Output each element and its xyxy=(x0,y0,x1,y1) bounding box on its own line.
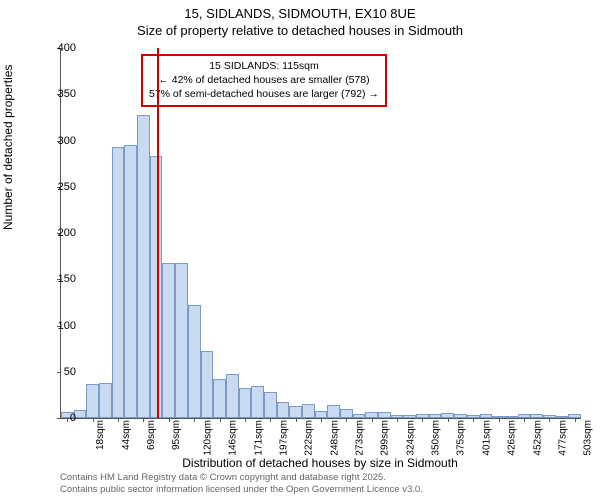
xtick-mark xyxy=(67,418,68,422)
footnote-line1: Contains HM Land Registry data © Crown c… xyxy=(60,472,386,483)
ytick-label: 400 xyxy=(58,42,76,54)
x-axis-label: Distribution of detached houses by size … xyxy=(60,456,580,470)
xtick-mark xyxy=(270,418,271,422)
xtick-label: 299sqm xyxy=(380,420,391,456)
xtick-label: 452sqm xyxy=(532,420,543,456)
xtick-mark xyxy=(220,418,221,422)
chart-title-line2: Size of property relative to detached ho… xyxy=(0,23,600,38)
xtick-label: 350sqm xyxy=(431,420,442,456)
xtick-mark xyxy=(169,418,170,422)
footnote-line2: Contains public sector information licen… xyxy=(60,484,423,495)
xtick-mark xyxy=(575,418,576,422)
histogram-bar xyxy=(201,351,214,418)
histogram-bar xyxy=(556,416,569,418)
ytick-label: 300 xyxy=(58,135,76,147)
xtick-mark xyxy=(296,418,297,422)
histogram-bar xyxy=(99,383,112,418)
histogram-bar xyxy=(353,414,366,418)
xtick-label: 375sqm xyxy=(456,420,467,456)
xtick-mark xyxy=(245,418,246,422)
histogram-bar xyxy=(86,384,99,418)
xtick-label: 18sqm xyxy=(95,420,106,450)
histogram-bar xyxy=(162,263,175,418)
chart-title-line1: 15, SIDLANDS, SIDMOUTH, EX10 8UE xyxy=(0,0,600,23)
histogram-bar xyxy=(429,414,442,418)
xtick-label: 197sqm xyxy=(278,420,289,456)
ytick-label: 100 xyxy=(58,320,76,332)
xtick-label: 171sqm xyxy=(253,420,264,456)
xtick-mark xyxy=(473,418,474,422)
xtick-mark xyxy=(524,418,525,422)
histogram-bar xyxy=(289,406,302,418)
histogram-bar xyxy=(264,392,277,418)
xtick-mark xyxy=(346,418,347,422)
callout-line3: 57% of semi-detached houses are larger (… xyxy=(149,88,379,100)
histogram-bar xyxy=(378,412,391,418)
ytick-label: 350 xyxy=(58,88,76,100)
histogram-bar xyxy=(302,404,315,418)
histogram-bar xyxy=(327,405,340,418)
ytick-label: 150 xyxy=(58,273,76,285)
xtick-mark xyxy=(397,418,398,422)
histogram-bar xyxy=(137,115,150,418)
xtick-label: 401sqm xyxy=(481,420,492,456)
footnote: Contains HM Land Registry data © Crown c… xyxy=(60,472,423,496)
xtick-label: 273sqm xyxy=(355,420,366,456)
xtick-label: 44sqm xyxy=(121,420,132,450)
xtick-label: 324sqm xyxy=(405,420,416,456)
histogram-bar xyxy=(226,374,239,418)
xtick-label: 69sqm xyxy=(146,420,157,450)
xtick-label: 146sqm xyxy=(228,420,239,456)
ytick-label: 200 xyxy=(58,227,76,239)
xtick-mark xyxy=(93,418,94,422)
histogram-bar xyxy=(480,414,493,418)
histogram-bar xyxy=(188,305,201,418)
xtick-mark xyxy=(143,418,144,422)
ytick-mark xyxy=(57,372,61,373)
histogram-bar xyxy=(277,402,290,418)
callout-line2: ← 42% of detached houses are smaller (57… xyxy=(158,74,369,86)
ytick-label: 250 xyxy=(58,181,76,193)
xtick-mark xyxy=(549,418,550,422)
histogram-bar xyxy=(454,414,467,418)
histogram-bar xyxy=(150,156,163,418)
xtick-label: 503sqm xyxy=(583,420,594,456)
marker-line xyxy=(157,48,159,418)
y-axis-label: Number of detached properties xyxy=(1,65,15,230)
callout-box: 15 SIDLANDS: 115sqm ← 42% of detached ho… xyxy=(141,54,387,107)
xtick-mark xyxy=(372,418,373,422)
histogram-bar xyxy=(403,415,416,418)
histogram-bar xyxy=(251,386,264,418)
histogram-bar xyxy=(505,416,518,418)
histogram-bar xyxy=(175,263,188,418)
xtick-label: 120sqm xyxy=(202,420,213,456)
ytick-mark xyxy=(57,418,61,419)
xtick-label: 426sqm xyxy=(507,420,518,456)
histogram-bar xyxy=(315,411,328,418)
callout-line1: 15 SIDLANDS: 115sqm xyxy=(209,60,319,72)
histogram-bar xyxy=(530,414,543,418)
histogram-bar xyxy=(340,409,353,418)
xtick-label: 477sqm xyxy=(558,420,569,456)
xtick-mark xyxy=(422,418,423,422)
histogram-bar xyxy=(239,388,252,418)
plot-area: 15 SIDLANDS: 115sqm ← 42% of detached ho… xyxy=(60,48,581,419)
xtick-mark xyxy=(448,418,449,422)
xtick-label: 222sqm xyxy=(304,420,315,456)
xtick-mark xyxy=(499,418,500,422)
histogram-bar xyxy=(213,379,226,418)
xtick-mark xyxy=(194,418,195,422)
xtick-label: 248sqm xyxy=(329,420,340,456)
xtick-mark xyxy=(321,418,322,422)
histogram-bar xyxy=(112,147,125,418)
ytick-label: 50 xyxy=(64,366,76,378)
ytick-label: 0 xyxy=(70,412,76,424)
xtick-label: 95sqm xyxy=(171,420,182,450)
xtick-mark xyxy=(118,418,119,422)
histogram-bar xyxy=(124,145,137,418)
